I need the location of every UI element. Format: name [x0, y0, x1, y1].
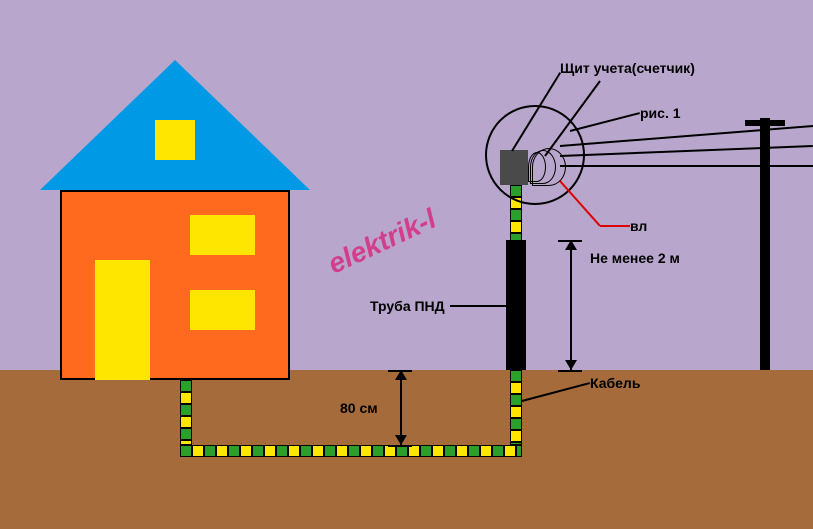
power-pole	[760, 118, 770, 370]
label-vl: вл	[630, 218, 647, 234]
house-attic-window	[155, 120, 195, 160]
label-depth: 80 см	[340, 400, 378, 416]
pipe-pnd	[506, 240, 526, 370]
dimension-depth-tick-top	[388, 370, 412, 372]
label-meter: Щит учета(счетчик)	[560, 60, 695, 76]
dimension-pipe-tick-bot	[558, 370, 582, 372]
dimension-depth-arrow	[400, 370, 402, 445]
dimension-depth-tick-bot	[388, 445, 412, 447]
house-window-1	[190, 215, 255, 255]
house-window-2	[190, 290, 255, 330]
label-pipe: Труба ПНД	[370, 298, 445, 314]
label-cable: Кабель	[590, 375, 640, 391]
dimension-pipe-tick-top	[558, 240, 582, 242]
dimension-pipe-arrow	[570, 240, 572, 370]
house-door	[95, 260, 150, 380]
label-pipe-height: Не менее 2 м	[590, 250, 680, 266]
power-pole-cross	[745, 120, 785, 126]
meter-box	[500, 150, 528, 185]
label-fig: рис. 1	[640, 105, 681, 121]
